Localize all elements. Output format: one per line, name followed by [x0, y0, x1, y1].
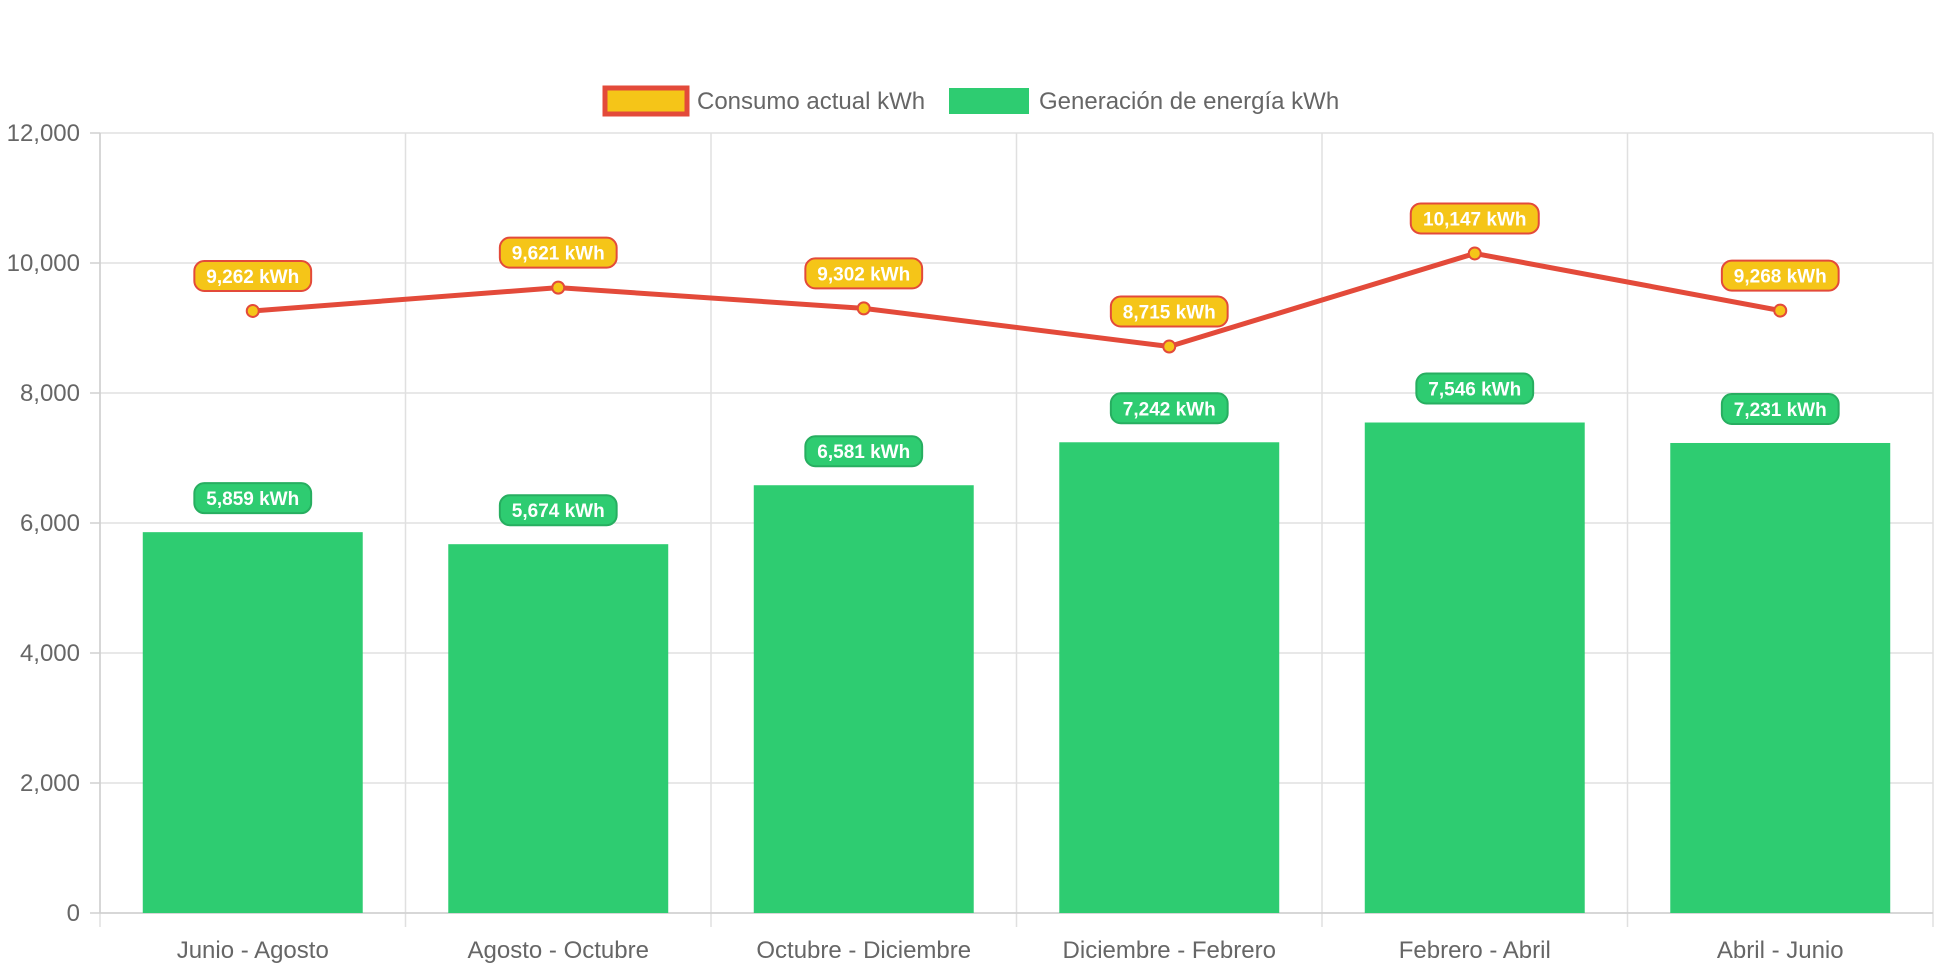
y-tick-label: 8,000 [20, 380, 80, 407]
bar-value-label-bg [1109, 392, 1229, 425]
x-tick-label: Abril - Junio [1717, 937, 1844, 964]
bar[interactable] [1059, 442, 1280, 913]
grid-lines [99, 132, 1934, 927]
line-point[interactable] [1467, 246, 1482, 261]
bar-value-label-bg [193, 482, 313, 515]
bar-value-label-bg [1415, 372, 1535, 405]
legend-swatch-consumo[interactable] [602, 85, 690, 117]
line-point[interactable] [551, 280, 566, 295]
bar-value-label-group: 6,581 kWh [804, 435, 924, 468]
legend: Consumo actual kWh Generación de energía… [602, 85, 1339, 117]
line-value-label-bg [193, 259, 313, 292]
bar-value-label: 7,231 kWh [1734, 400, 1827, 421]
bar-value-label-bg [804, 435, 924, 468]
line-point[interactable] [245, 303, 260, 318]
bar[interactable] [753, 485, 974, 913]
line-value-label-bg [498, 236, 618, 269]
bar-value-label: 7,546 kWh [1428, 380, 1521, 401]
axes: 0 2,000 4,000 6,000 8,000 10,000 12,000 Junio -… [7, 120, 1933, 964]
data-labels: 5,859 kWh 5,674 kWh 6,581 kWh 7,242 kWh 7,54… [193, 202, 1840, 527]
consumption-line [252, 250, 1781, 350]
x-tick-label: Octubre - Diciembre [756, 937, 971, 964]
bar-value-label: 5,674 kWh [512, 501, 605, 522]
line-point[interactable] [1773, 303, 1788, 318]
line-value-label-group: 8,715 kWh [1109, 295, 1229, 328]
line-point[interactable] [856, 301, 871, 316]
line-value-label: 9,262 kWh [206, 267, 299, 288]
line-value-label: 9,621 kWh [512, 244, 605, 265]
y-tick-label: 4,000 [20, 640, 80, 667]
bar-value-label-group: 7,242 kWh [1109, 392, 1229, 425]
line-value-label: 9,268 kWh [1734, 267, 1827, 288]
legend-label-generacion[interactable]: Generación de energía kWh [1039, 88, 1339, 115]
bar-value-label: 7,242 kWh [1123, 399, 1216, 420]
bar-value-label-group: 5,674 kWh [498, 494, 618, 527]
line-value-label: 10,147 kWh [1423, 209, 1527, 230]
legend-swatch-generacion[interactable] [949, 88, 1029, 114]
y-tick-label: 0 [67, 900, 80, 927]
line-point[interactable] [1162, 339, 1177, 354]
bar-value-label-group: 7,231 kWh [1720, 392, 1840, 425]
bar-value-label: 5,859 kWh [206, 489, 299, 510]
bar-value-label-bg [1720, 392, 1840, 425]
line-series [245, 246, 1788, 354]
x-tick-label: Diciembre - Febrero [1063, 937, 1276, 964]
bar-value-label-bg [498, 494, 618, 527]
line-value-label-bg [1720, 259, 1840, 292]
y-tick-label: 12,000 [7, 120, 80, 147]
line-value-label: 8,715 kWh [1123, 303, 1216, 324]
legend-label-consumo[interactable]: Consumo actual kWh [697, 88, 925, 115]
bar[interactable] [1670, 442, 1891, 913]
bar-value-label: 6,581 kWh [817, 442, 910, 463]
x-tick-label: Agosto - Octubre [468, 937, 649, 964]
y-tick-label: 10,000 [7, 250, 80, 277]
line-value-label-group: 9,268 kWh [1720, 259, 1840, 292]
line-value-label: 9,302 kWh [817, 264, 910, 285]
bar-value-label-group: 5,859 kWh [193, 482, 313, 515]
line-value-label-group: 9,302 kWh [804, 257, 924, 290]
line-value-label-bg [1109, 295, 1229, 328]
bar[interactable] [1364, 422, 1585, 913]
line-value-label-group: 9,262 kWh [193, 259, 313, 292]
y-tick-label: 2,000 [20, 770, 80, 797]
y-tick-label: 6,000 [20, 510, 80, 537]
x-tick-label: Junio - Agosto [177, 937, 329, 964]
line-value-label-group: 10,147 kWh [1409, 202, 1540, 235]
line-value-label-bg [1409, 202, 1540, 235]
line-value-label-bg [804, 257, 924, 290]
bar[interactable] [448, 544, 669, 913]
bar[interactable] [142, 532, 363, 913]
x-tick-label: Febrero - Abril [1399, 937, 1551, 964]
bar-value-label-group: 7,546 kWh [1415, 372, 1535, 405]
bar-series [142, 422, 1891, 913]
line-value-label-group: 9,621 kWh [498, 236, 618, 269]
